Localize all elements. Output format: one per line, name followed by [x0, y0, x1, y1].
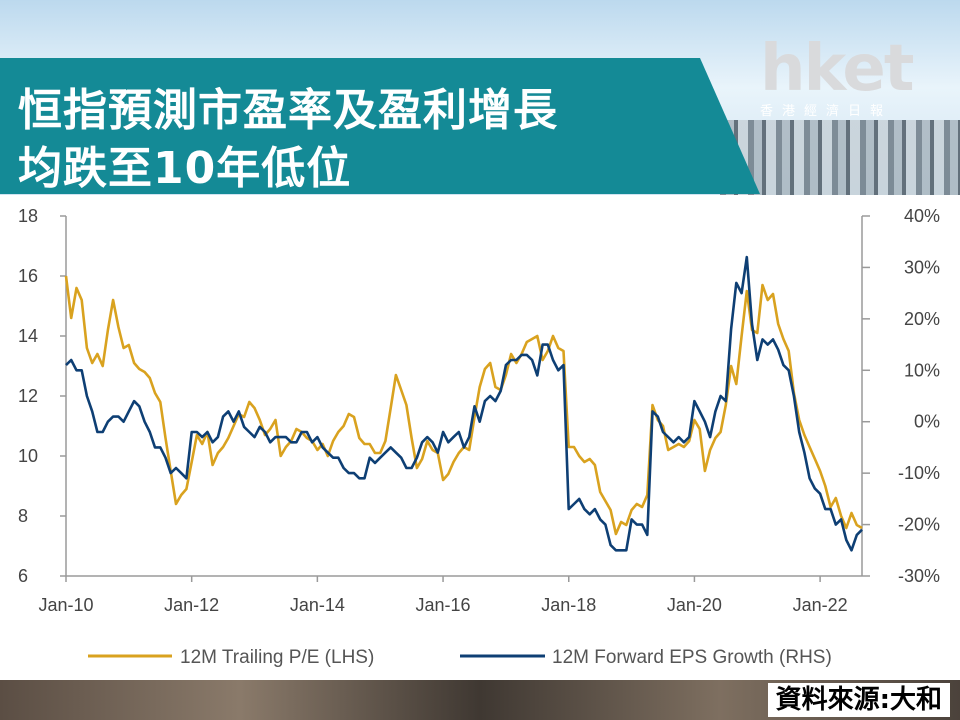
left-tick-label: 14	[18, 326, 38, 346]
source-note: 資料來源:大和	[767, 683, 950, 717]
right-tick-label: 10%	[904, 360, 940, 380]
legend-label: 12M Forward EPS Growth (RHS)	[552, 647, 832, 668]
title-band	[0, 58, 760, 194]
right-tick-label: -20%	[898, 515, 940, 535]
right-tick-label: -30%	[898, 566, 940, 586]
x-tick-label: Jan-18	[541, 595, 596, 615]
left-tick-label: 18	[18, 206, 38, 226]
hket-logo: hket 香港經濟日報	[760, 34, 930, 119]
left-tick-label: 6	[18, 566, 28, 586]
page-title-line-1: 恒指預測市盈率及盈利增長	[18, 85, 558, 136]
chart-series	[64, 255, 863, 552]
chart-axes: 6 8 10 12 14 16 18 -30% -20% -10% 0% 10% 20% 30% 40% Ja…	[18, 206, 940, 615]
x-tick-label: Jan-10	[38, 595, 93, 615]
x-tick-label: Jan-16	[416, 595, 471, 615]
pe-eps-chart: 6 8 10 12 14 16 18 -30% -20% -10% 0% 10% 20% 30% 40% Ja…	[18, 206, 940, 668]
logo-wordmark: hket	[760, 32, 914, 106]
left-tick-label: 8	[18, 506, 28, 526]
left-tick-label: 16	[18, 266, 38, 286]
eps-series-line	[65, 255, 863, 552]
right-tick-label: 0%	[914, 412, 940, 432]
x-tick-label: Jan-20	[667, 595, 722, 615]
right-tick-label: -10%	[898, 463, 940, 483]
chart-area: 6 8 10 12 14 16 18 -30% -20% -10% 0% 10% 20% 30% 40% Ja…	[0, 195, 960, 680]
left-tick-label: 10	[18, 446, 38, 466]
right-tick-label: 20%	[904, 309, 940, 329]
right-tick-label: 30%	[904, 257, 940, 277]
x-tick-label: Jan-14	[290, 595, 345, 615]
logo-subtitle: 香港經濟日報	[760, 104, 893, 119]
x-tick-label: Jan-22	[793, 595, 848, 615]
right-tick-label: 40%	[904, 206, 940, 226]
x-tick-label: Jan-12	[164, 595, 219, 615]
header-photo-building	[720, 120, 960, 195]
legend-label: 12M Trailing P/E (LHS)	[180, 647, 374, 668]
page-title-line-2: 均跌至10年低位	[18, 143, 352, 194]
chart-legend: 12M Trailing P/E (LHS) 12M Forward EPS Gr…	[88, 647, 832, 668]
pe-series-line	[64, 275, 863, 536]
left-tick-label: 12	[18, 386, 38, 406]
